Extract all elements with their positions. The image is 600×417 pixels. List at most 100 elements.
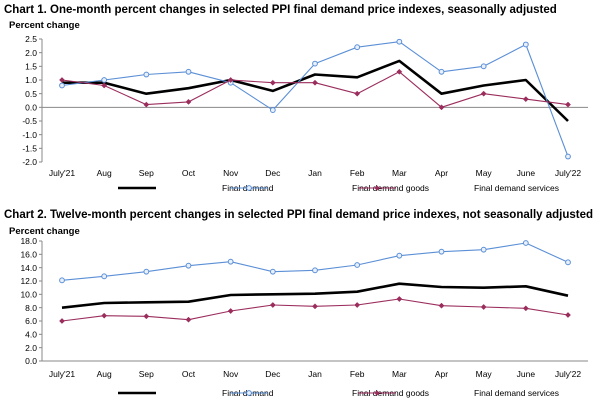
y-tick-label: -2.0 <box>22 157 37 167</box>
y-axis-label: Percent change <box>9 226 80 237</box>
x-tick-label: Nov <box>223 369 239 379</box>
y-tick-label: 2.0 <box>25 48 37 58</box>
data-point-final-demand-goods <box>480 246 487 253</box>
data-point-final-demand-services <box>522 96 529 103</box>
data-point-final-demand-services <box>185 316 192 323</box>
data-point-final-demand-services <box>143 313 150 320</box>
y-tick-label: 10.0 <box>20 290 37 300</box>
data-point-final-demand-goods <box>438 248 445 255</box>
x-tick-label: June <box>517 168 536 178</box>
data-point-final-demand-services <box>522 305 529 312</box>
data-point-final-demand-services <box>101 82 108 89</box>
y-tick-label: 18.0 <box>20 236 37 246</box>
y-tick-label: 2.5 <box>25 34 37 44</box>
data-point-final-demand-services <box>396 68 403 75</box>
data-point-final-demand-services <box>312 303 318 310</box>
x-tick-label: May <box>476 369 493 379</box>
y-tick-label: 0.5 <box>25 89 37 99</box>
x-tick-label: July'21 <box>49 369 75 379</box>
data-point-final-demand-services <box>227 308 234 314</box>
data-point-final-demand-goods <box>185 262 192 269</box>
x-tick-label: Jan <box>308 369 322 379</box>
x-tick-label: Mar <box>392 369 407 379</box>
data-point-final-demand-services <box>565 101 571 108</box>
y-tick-label: -1.0 <box>22 130 37 140</box>
data-point-final-demand-goods <box>396 252 403 259</box>
x-tick-label: June <box>517 369 536 379</box>
y-tick-label: 0.0 <box>25 356 37 366</box>
y-tick-label: 4.0 <box>25 330 37 340</box>
data-point-final-demand-services <box>312 79 318 86</box>
y-axis-label: Percent change <box>9 20 80 31</box>
data-point-final-demand-goods <box>269 107 276 113</box>
x-tick-label: July'21 <box>49 168 75 178</box>
x-tick-label: Jan <box>308 168 322 178</box>
chart-twelve-month-plot: 18.0 16.0 14.0 12.0 10.0 8.0 6.0 4.0 2.0 0.0 July'… <box>20 236 588 398</box>
data-point-final-demand-services <box>438 302 445 309</box>
data-point-final-demand-goods <box>396 38 403 45</box>
data-point-final-demand-services <box>269 302 276 308</box>
y-tick-label: 1.0 <box>25 75 37 85</box>
data-point-final-demand-goods <box>59 277 65 284</box>
x-tick-label: Mar <box>392 168 407 178</box>
data-point-final-demand-goods <box>354 44 361 51</box>
data-point-final-demand-services <box>143 101 150 108</box>
data-point-final-demand-services <box>101 312 108 319</box>
legend-marker-final-demand-goods <box>246 390 252 396</box>
y-tick-label: 1.5 <box>25 62 37 72</box>
data-point-final-demand-goods <box>565 259 571 266</box>
y-tick-label: 2.0 <box>25 343 37 353</box>
chart-title: Chart 2. Twelve-month percent changes in… <box>4 209 594 221</box>
data-point-final-demand-goods <box>143 268 150 275</box>
y-tick-label: 16.0 <box>20 250 37 260</box>
legend-label-final-demand-services: Final demand services <box>474 183 559 193</box>
data-point-final-demand-goods <box>312 60 318 67</box>
data-point-final-demand-services <box>354 90 361 97</box>
data-point-final-demand-services <box>227 77 234 83</box>
x-tick-label: Dec <box>265 168 281 178</box>
x-tick-label: Aug <box>97 168 112 178</box>
x-tick-label: Sep <box>139 369 154 379</box>
chart-one-month: Chart 1. One-month percent changes in se… <box>0 0 600 200</box>
data-point-final-demand-goods <box>354 262 361 268</box>
data-point-final-demand-goods <box>522 240 529 246</box>
x-tick-label: May <box>476 168 493 178</box>
x-tick-label: July'22 <box>555 168 581 178</box>
x-tick-label: Oct <box>182 369 196 379</box>
data-point-final-demand-goods <box>101 273 108 280</box>
y-tick-label: 0.0 <box>25 103 37 113</box>
y-tick-label: 6.0 <box>25 316 37 326</box>
data-point-final-demand-goods <box>185 68 192 75</box>
data-point-final-demand-goods <box>565 153 571 160</box>
data-point-final-demand-goods <box>312 267 318 274</box>
legend-marker-final-demand-services <box>374 390 380 396</box>
legend-marker-final-demand-goods <box>246 185 252 191</box>
x-tick-label: Feb <box>350 168 365 178</box>
data-point-final-demand-services <box>59 77 65 83</box>
x-tick-label: Oct <box>182 168 196 178</box>
data-point-final-demand-services <box>480 304 487 310</box>
x-tick-label: Sep <box>139 168 154 178</box>
chart-twelve-month: Chart 2. Twelve-month percent changes in… <box>0 205 600 417</box>
data-point-final-demand-goods <box>227 258 234 265</box>
x-tick-label: Nov <box>223 168 239 178</box>
data-point-final-demand-goods <box>480 63 487 70</box>
data-point-final-demand-services <box>354 302 361 308</box>
x-tick-label: July'22 <box>555 369 581 379</box>
data-point-final-demand-services <box>269 79 276 86</box>
data-point-final-demand-goods <box>522 41 529 48</box>
series-line-final-demand-goods <box>61 242 569 281</box>
data-point-final-demand-services <box>59 318 65 324</box>
data-point-final-demand-goods <box>101 77 108 83</box>
series-line-final-demand <box>61 282 569 309</box>
data-point-final-demand-services <box>396 296 403 302</box>
y-tick-label: 8.0 <box>25 303 37 313</box>
series-line-final-demand-goods <box>61 41 569 157</box>
data-point-final-demand-goods <box>438 68 445 75</box>
x-tick-label: Dec <box>265 369 281 379</box>
x-tick-label: Aug <box>97 369 112 379</box>
x-tick-label: Apr <box>435 369 448 379</box>
y-tick-label: 12.0 <box>20 276 37 286</box>
data-point-final-demand-services <box>438 104 445 111</box>
